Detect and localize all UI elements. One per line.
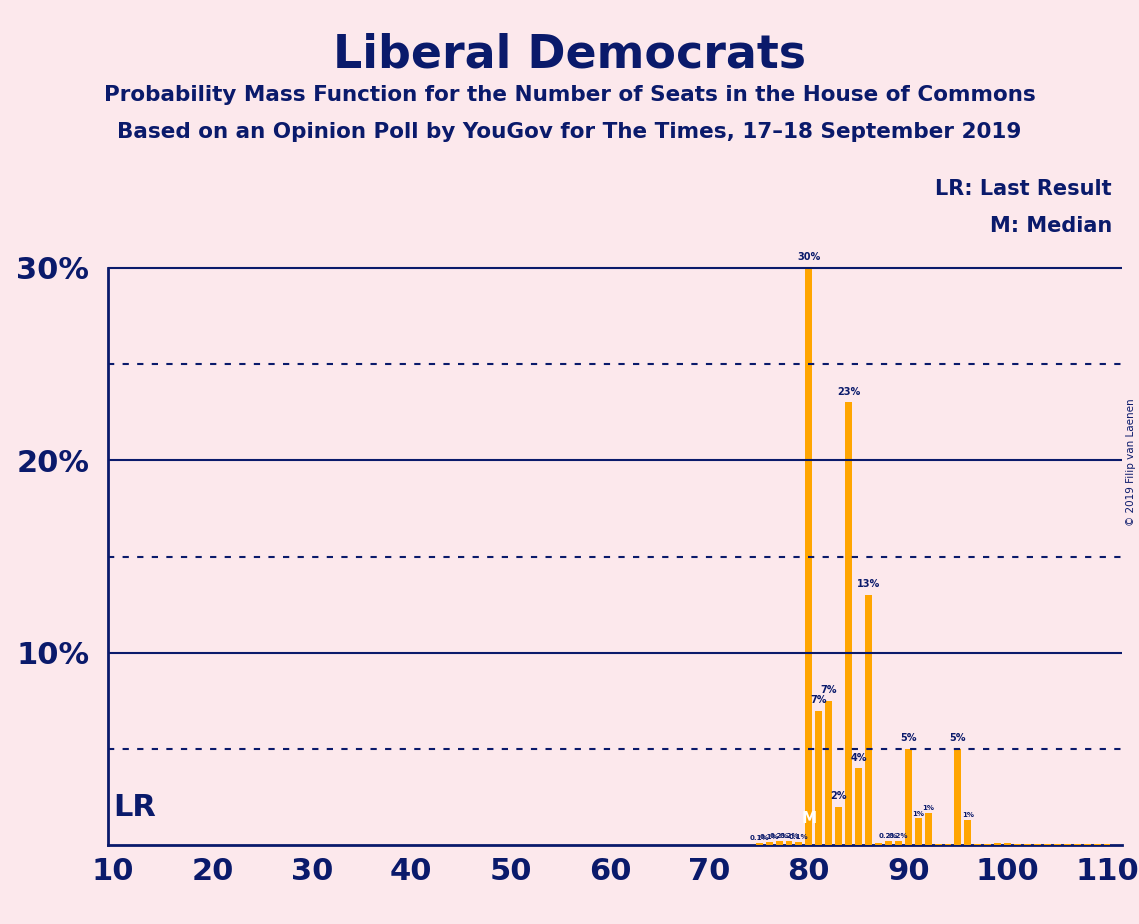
Text: 23%: 23% <box>837 386 860 396</box>
Text: 1%: 1% <box>923 805 934 810</box>
Text: Probability Mass Function for the Number of Seats in the House of Commons: Probability Mass Function for the Number… <box>104 85 1035 105</box>
Bar <box>1014 844 1021 845</box>
Bar <box>875 843 882 845</box>
Bar <box>826 701 833 845</box>
Text: LR: LR <box>113 794 156 822</box>
Text: 0.1%: 0.1% <box>749 835 769 841</box>
Text: 0.2%: 0.2% <box>779 833 798 839</box>
Bar <box>1093 844 1100 845</box>
Bar <box>776 841 782 845</box>
Bar <box>765 842 772 845</box>
Bar <box>855 769 862 845</box>
Bar <box>1024 844 1031 845</box>
Text: M: Median: M: Median <box>990 216 1112 237</box>
Text: 5%: 5% <box>900 734 917 744</box>
Text: LR: Last Result: LR: Last Result <box>935 179 1112 199</box>
Bar <box>885 841 892 845</box>
Bar <box>865 595 872 845</box>
Bar <box>755 843 763 845</box>
Text: 0.2%: 0.2% <box>769 833 789 839</box>
Text: 30%: 30% <box>797 252 820 261</box>
Bar <box>965 821 972 845</box>
Text: 4%: 4% <box>851 753 867 762</box>
Bar <box>835 807 842 845</box>
Text: 0.1%: 0.1% <box>760 834 779 840</box>
Bar <box>984 844 991 845</box>
Text: 0.2%: 0.2% <box>888 833 908 839</box>
Bar <box>805 268 812 845</box>
Bar <box>895 841 902 845</box>
Bar <box>1054 844 1060 845</box>
Text: 1%: 1% <box>912 810 924 817</box>
Text: 0.2%: 0.2% <box>878 833 899 839</box>
Bar <box>935 844 942 845</box>
Bar <box>1044 844 1051 845</box>
Bar <box>944 844 951 845</box>
Bar <box>994 843 1001 845</box>
Text: M: M <box>802 811 817 826</box>
Text: 7%: 7% <box>820 686 837 695</box>
Bar <box>845 403 852 845</box>
Bar <box>1104 844 1111 845</box>
Text: © 2019 Filip van Laenen: © 2019 Filip van Laenen <box>1126 398 1136 526</box>
Text: 2%: 2% <box>830 791 847 801</box>
Bar <box>904 749 911 845</box>
Bar <box>954 749 961 845</box>
Bar <box>1005 843 1011 845</box>
Bar <box>974 844 982 845</box>
Bar <box>795 843 802 845</box>
Text: 1%: 1% <box>961 812 974 819</box>
Bar <box>1083 844 1091 845</box>
Bar <box>915 819 921 845</box>
Text: 0.1%: 0.1% <box>789 834 809 841</box>
Bar <box>925 813 932 845</box>
Text: 5%: 5% <box>950 734 966 744</box>
Bar <box>1074 844 1081 845</box>
Text: 7%: 7% <box>811 695 827 705</box>
Text: 13%: 13% <box>857 579 880 590</box>
Bar <box>1064 844 1071 845</box>
Text: Based on an Opinion Poll by YouGov for The Times, 17–18 September 2019: Based on an Opinion Poll by YouGov for T… <box>117 122 1022 142</box>
Bar <box>786 841 793 845</box>
Bar <box>1034 844 1041 845</box>
Text: Liberal Democrats: Liberal Democrats <box>333 32 806 78</box>
Bar <box>816 711 822 845</box>
